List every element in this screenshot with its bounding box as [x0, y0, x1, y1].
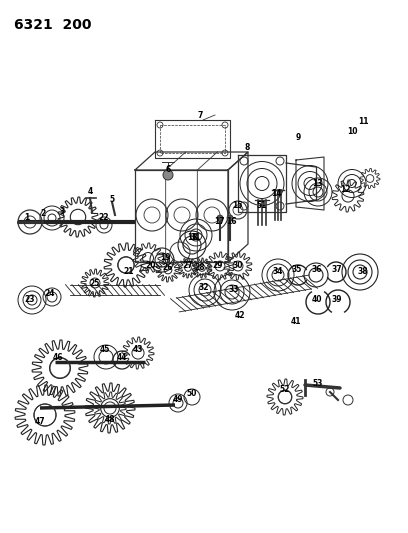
Text: 8: 8 — [244, 142, 250, 151]
Text: 15: 15 — [232, 200, 242, 209]
Text: 16: 16 — [226, 217, 236, 227]
Text: 45: 45 — [100, 345, 110, 354]
Text: 42: 42 — [235, 311, 245, 320]
Text: 6321  200: 6321 200 — [14, 18, 91, 32]
Text: 32: 32 — [199, 284, 209, 293]
Text: 18: 18 — [187, 233, 197, 243]
Text: 33: 33 — [229, 286, 239, 295]
Text: 48: 48 — [105, 416, 115, 424]
Text: 22: 22 — [99, 214, 109, 222]
Text: 4: 4 — [87, 188, 93, 197]
Text: 50: 50 — [187, 390, 197, 399]
Text: 38: 38 — [358, 268, 368, 277]
Text: 5: 5 — [109, 196, 115, 205]
Text: 51: 51 — [257, 200, 267, 209]
Text: 37: 37 — [332, 265, 342, 274]
Text: 39: 39 — [332, 295, 342, 304]
Text: 9: 9 — [295, 133, 301, 142]
Text: 43: 43 — [133, 345, 143, 354]
Text: 3: 3 — [60, 207, 64, 216]
Text: 44: 44 — [117, 353, 127, 362]
Text: 52: 52 — [280, 385, 290, 394]
Text: 1: 1 — [24, 214, 30, 222]
Circle shape — [163, 170, 173, 180]
Text: 24: 24 — [45, 289, 55, 298]
Text: 14: 14 — [271, 190, 281, 198]
Text: 28: 28 — [195, 263, 205, 272]
Text: 29: 29 — [213, 261, 223, 270]
Text: 46: 46 — [53, 353, 63, 362]
Text: 49: 49 — [173, 395, 183, 405]
Text: 20: 20 — [146, 261, 156, 270]
Text: 19: 19 — [160, 254, 170, 262]
Text: 30: 30 — [233, 261, 243, 270]
Text: 53: 53 — [313, 379, 323, 389]
Text: 11: 11 — [358, 117, 368, 126]
Circle shape — [217, 215, 223, 221]
Text: 27: 27 — [183, 261, 193, 270]
Text: 34: 34 — [273, 268, 283, 277]
Text: 26: 26 — [163, 263, 173, 272]
Text: 40: 40 — [312, 295, 322, 304]
Circle shape — [227, 215, 233, 221]
Text: 21: 21 — [124, 268, 134, 277]
Text: 25: 25 — [90, 279, 100, 288]
Text: 6: 6 — [165, 166, 171, 174]
Text: 47: 47 — [35, 417, 45, 426]
Text: 35: 35 — [292, 265, 302, 274]
Text: 31: 31 — [191, 233, 201, 243]
Text: 13: 13 — [312, 179, 322, 188]
Text: 10: 10 — [347, 127, 357, 136]
Text: 2: 2 — [40, 208, 46, 217]
Text: 17: 17 — [214, 217, 224, 227]
Text: 7: 7 — [197, 110, 203, 119]
Text: 41: 41 — [291, 318, 301, 327]
Text: 12: 12 — [340, 185, 350, 195]
Text: 23: 23 — [25, 295, 35, 304]
Text: 36: 36 — [312, 265, 322, 274]
